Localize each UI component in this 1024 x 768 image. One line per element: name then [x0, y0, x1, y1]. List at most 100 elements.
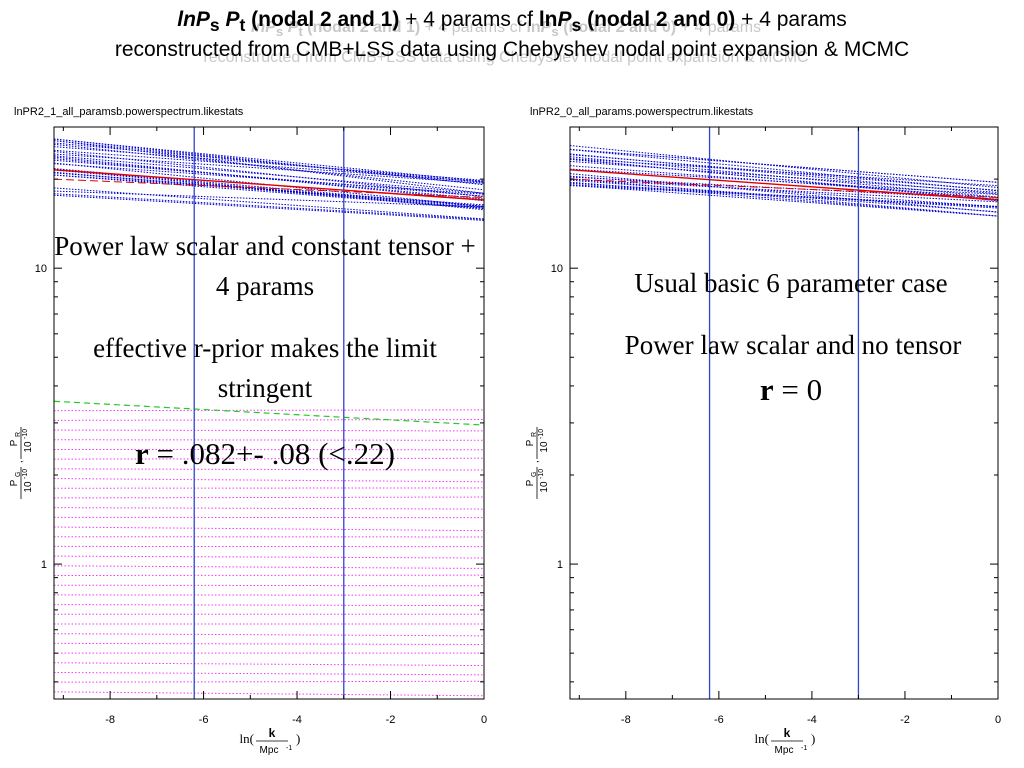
tensor-sample-line	[54, 555, 484, 559]
tensor-sample-line	[54, 526, 484, 532]
x-axis-label: ln(k Mpc -1)	[755, 726, 816, 756]
x-tick-label: 0	[995, 714, 1001, 726]
xlabel-numerator: k	[269, 726, 276, 740]
x-tick-label: -2	[386, 714, 396, 726]
ylabel-pr-subscript: R	[531, 432, 538, 437]
xlabel-prefix: ln(	[240, 731, 254, 746]
x-tick-label: -8	[105, 714, 115, 726]
scalar-sample-line	[54, 156, 484, 202]
ylabel-pr-numerator: P	[9, 439, 20, 446]
tensor-sample-line	[54, 633, 484, 637]
left-plot-filename: lnPR2_1_all_paramsb.powerspectrum.likest…	[14, 106, 244, 118]
plot-area	[54, 138, 484, 697]
y-tick-label: 10	[35, 263, 47, 275]
ylabel-pr-subscript: R	[15, 432, 22, 437]
ylabel-pr-exponent: -10	[538, 429, 545, 439]
scalar-sample-line	[570, 168, 998, 195]
right-annotation-r-value: r = 0	[759, 372, 823, 407]
ylabel-pr-denominator: 10	[539, 441, 550, 453]
scalar-sample-line	[570, 154, 998, 191]
left-annotation-model: Power law scalar and constant tensor + 4…	[54, 231, 476, 301]
right-annotation-model: Power law scalar and no tensor	[624, 330, 962, 360]
scalar-sample-line	[54, 146, 484, 181]
title-line-1-shadow: lnPs Pt (nodal 2 and 1) + 4 params cf ln…	[250, 19, 762, 40]
right-annotation-case: Usual basic 6 parameter case	[634, 268, 948, 298]
x-tick-label: 0	[481, 714, 487, 726]
xlabel-denominator: Mpc	[260, 745, 279, 756]
x-tick-label: -4	[807, 714, 817, 726]
ylabel-comma: ,	[14, 460, 25, 463]
scalar-sample-line	[54, 174, 484, 210]
scalar-sample-line	[54, 140, 484, 186]
tensor-sample-line	[54, 671, 484, 676]
left-annotation-prior: effective r-prior makes the limit string…	[93, 333, 437, 403]
scalar-sample-line	[570, 158, 998, 187]
scalar-sample-line	[570, 165, 998, 199]
tensor-sample-line	[54, 691, 484, 697]
scalar-mean-dashed-line	[54, 178, 484, 198]
scalar-sample-line	[54, 193, 484, 220]
scalar-sample-line	[570, 184, 998, 217]
tensor-sample-line	[54, 478, 484, 483]
ylabel-pg-subscript: G	[531, 472, 538, 477]
y-tick-label: 10	[551, 263, 563, 275]
xlabel-suffix: )	[296, 731, 300, 746]
scalar-sample-line	[570, 178, 998, 217]
tensor-sample-line	[54, 604, 484, 607]
tensor-sample-line	[54, 409, 484, 412]
scalar-sample-line	[570, 179, 998, 213]
tensor-sample-line	[54, 468, 484, 471]
xlabel-prefix: ln(	[755, 731, 769, 746]
scalar-sample-line	[570, 173, 998, 213]
x-tick-label: -4	[292, 714, 302, 726]
xlabel-exponent: -1	[801, 745, 807, 752]
right-plot-filename: lnPR2_0_all_params.powerspectrum.likesta…	[530, 106, 754, 118]
ylabel-pg-exponent: -10	[22, 469, 29, 479]
scalar-sample-line	[570, 145, 998, 189]
plot-area	[570, 145, 998, 217]
x-tick-label: -2	[900, 714, 910, 726]
plot-frame	[53, 126, 485, 700]
y-tick-label: 1	[557, 559, 563, 571]
x-tick-label: -8	[621, 714, 631, 726]
scalar-sample-line	[570, 148, 998, 183]
scalar-sample-line	[570, 158, 998, 201]
scalar-sample-line	[570, 149, 998, 192]
xlabel-denominator: Mpc	[775, 745, 794, 756]
scalar-mean-line	[570, 169, 998, 201]
tensor-sample-line	[54, 496, 484, 499]
tensor-sample-line	[54, 419, 484, 421]
plot-frame	[569, 126, 999, 700]
tensor-sample-line	[54, 565, 484, 569]
y-tick-label: 1	[41, 559, 47, 571]
ylabel-pg-denominator: 10	[23, 481, 34, 493]
scalar-sample-line	[570, 182, 998, 209]
xlabel-exponent: -1	[286, 745, 292, 752]
scalar-sample-line	[54, 138, 484, 186]
tensor-sample-line	[54, 642, 484, 645]
tensor-sample-line	[54, 429, 484, 432]
x-axis-label: ln( k Mpc -1)	[240, 726, 301, 756]
ylabel-pr-exponent: -10	[22, 429, 29, 439]
ylabel-comma: ,	[530, 460, 541, 463]
xlabel-suffix: )	[811, 731, 815, 746]
scalar-mean-line	[54, 169, 484, 201]
ylabel-pr-denominator: 10	[23, 441, 34, 453]
tensor-sample-line	[54, 507, 484, 510]
ylabel-pg-denominator: 10	[539, 481, 550, 493]
scalar-sample-line	[570, 175, 998, 208]
scalar-sample-line	[54, 140, 484, 194]
tensor-sample-line	[54, 457, 484, 460]
tensor-mean-line	[54, 400, 484, 426]
tensor-sample-line	[54, 584, 484, 587]
tensor-sample-line	[54, 439, 484, 441]
x-tick-label: -6	[714, 714, 724, 726]
title-line-2-shadow: reconstructed from CMB+LSS data using Ch…	[203, 49, 809, 66]
title-line-2: reconstructed from CMB+LSS data using Ch…	[114, 38, 910, 61]
scalar-sample-line	[570, 181, 998, 217]
